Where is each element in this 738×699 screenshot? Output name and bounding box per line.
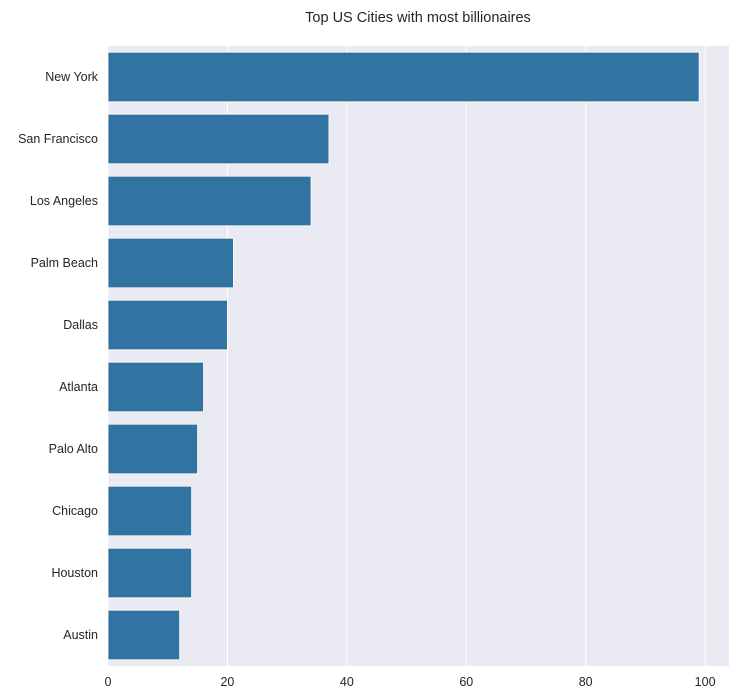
bar-dallas xyxy=(107,299,228,351)
bar-palo-alto xyxy=(107,423,198,475)
x-tick-label-40: 40 xyxy=(340,675,354,689)
bar-new-york xyxy=(107,51,700,103)
bar-austin xyxy=(107,609,181,661)
x-tick-label-100: 100 xyxy=(695,675,716,689)
x-axis-tick-labels: 0 20 40 60 80 100 xyxy=(105,675,716,689)
y-tick-label-houston: Houston xyxy=(51,566,98,580)
x-tick-label-0: 0 xyxy=(105,675,112,689)
bar-los-angeles xyxy=(107,175,312,227)
bar-atlanta xyxy=(107,361,204,413)
y-tick-label-austin: Austin xyxy=(63,628,98,642)
x-tick-label-80: 80 xyxy=(579,675,593,689)
bar-san-francisco xyxy=(107,113,330,165)
y-axis-tick-labels: New York San Francisco Los Angeles Palm Bea… xyxy=(18,70,99,642)
y-tick-label-palm-beach: Palm Beach xyxy=(31,256,98,270)
x-tick-label-20: 20 xyxy=(220,675,234,689)
y-tick-label-chicago: Chicago xyxy=(52,504,98,518)
y-tick-label-palo-alto: Palo Alto xyxy=(49,442,98,456)
bar-palm-beach xyxy=(107,237,234,289)
y-tick-label-dallas: Dallas xyxy=(63,318,98,332)
bar-houston xyxy=(107,547,192,599)
y-tick-label-los-angeles: Los Angeles xyxy=(30,194,98,208)
chart-title: Top US Cities with most billionaires xyxy=(305,10,531,26)
y-tick-label-san-francisco: San Francisco xyxy=(18,132,98,146)
x-tick-label-60: 60 xyxy=(459,675,473,689)
y-tick-label-atlanta: Atlanta xyxy=(59,380,98,394)
bar-chicago xyxy=(107,485,192,537)
bars xyxy=(107,51,700,661)
y-tick-label-new-york: New York xyxy=(45,70,99,84)
